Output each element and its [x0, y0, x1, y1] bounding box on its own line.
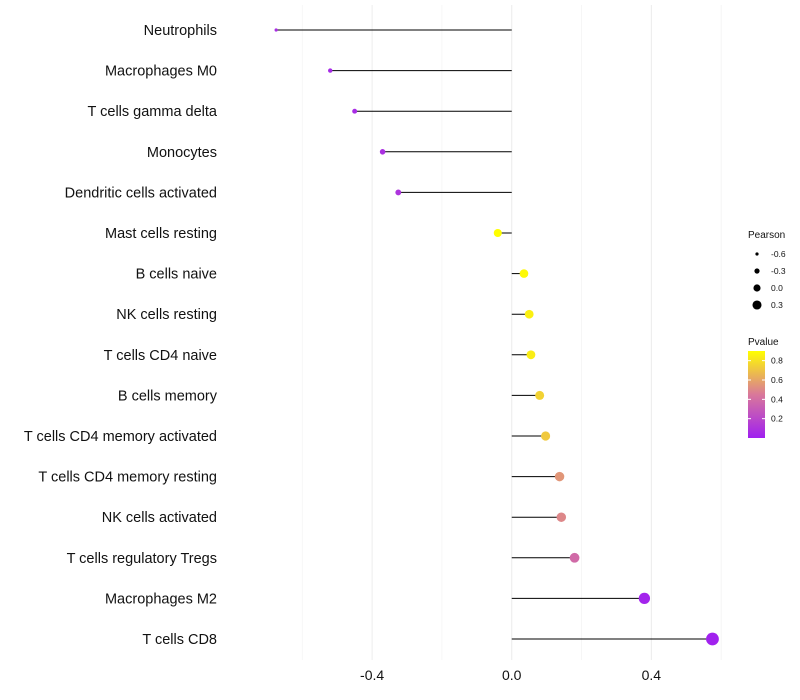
data-point	[352, 108, 358, 114]
data-point	[706, 632, 719, 646]
data-point	[395, 189, 402, 196]
data-point	[554, 471, 565, 482]
category-label: Dendritic cells activated	[65, 185, 217, 201]
lollipop-stems	[276, 29, 713, 640]
legend-pvalue: Pvalue 0.2 0.4 0.6 0.8	[748, 337, 783, 438]
data-point	[556, 512, 567, 522]
category-label: T cells regulatory Tregs	[67, 551, 217, 567]
legend-size-label: 0.3	[771, 300, 783, 310]
legend-size-dot	[755, 252, 759, 256]
legend-pvalue-title: Pvalue	[748, 337, 779, 348]
data-point	[379, 149, 386, 155]
legend-color-label: 0.6	[771, 375, 783, 385]
legend-size-dot	[754, 268, 760, 274]
data-point	[638, 592, 651, 605]
category-label: T cells gamma delta	[88, 104, 218, 120]
data-point	[493, 228, 502, 238]
data-point	[541, 431, 551, 441]
legend-color-label: 0.4	[771, 394, 783, 404]
category-label: T cells CD4 memory activated	[24, 429, 217, 445]
category-label: Macrophages M0	[105, 64, 217, 80]
category-label: B cells memory	[118, 388, 218, 404]
data-point	[519, 269, 529, 278]
category-label: NK cells activated	[102, 510, 217, 526]
legend-pearson-title: Pearson	[748, 230, 785, 241]
x-axis-ticks: -0.4 0.0 0.4	[360, 667, 661, 683]
legend-color-label: 0.8	[771, 356, 783, 366]
x-tick-label: 0.4	[642, 667, 662, 683]
legend-size-label: -0.6	[771, 249, 786, 259]
x-tick-label: 0.0	[502, 667, 522, 683]
x-tick-label: -0.4	[360, 667, 384, 683]
grid-lines	[301, 5, 722, 660]
category-label: Mast cells resting	[105, 226, 217, 242]
category-label: T cells CD8	[142, 632, 217, 648]
category-label: NK cells resting	[116, 307, 217, 323]
legend-size-label: -0.3	[771, 266, 786, 276]
data-point	[535, 390, 545, 400]
data-point	[274, 28, 278, 32]
category-label: Macrophages M2	[105, 591, 217, 607]
legend-size-dot	[753, 284, 761, 292]
category-label: Neutrophils	[144, 23, 217, 39]
legend-size-dot	[752, 300, 762, 310]
category-label: T cells CD4 naive	[104, 348, 217, 364]
data-point	[328, 68, 333, 73]
legend-pearson: Pearson -0.6 -0.3 0.0 0.3	[748, 230, 786, 310]
legend-size-label: 0.0	[771, 283, 783, 293]
lollipop-points	[274, 28, 719, 646]
data-point	[524, 309, 534, 319]
data-point	[526, 350, 536, 360]
legend-color-label: 0.2	[771, 414, 783, 424]
category-label: B cells naive	[136, 267, 217, 283]
category-label: Monocytes	[147, 145, 217, 161]
legend-pvalue-colorbar	[748, 351, 765, 438]
y-axis-labels: Neutrophils Macrophages M0 T cells gamma d…	[24, 23, 218, 648]
data-point	[569, 552, 580, 563]
category-label: T cells CD4 memory resting	[38, 470, 217, 486]
